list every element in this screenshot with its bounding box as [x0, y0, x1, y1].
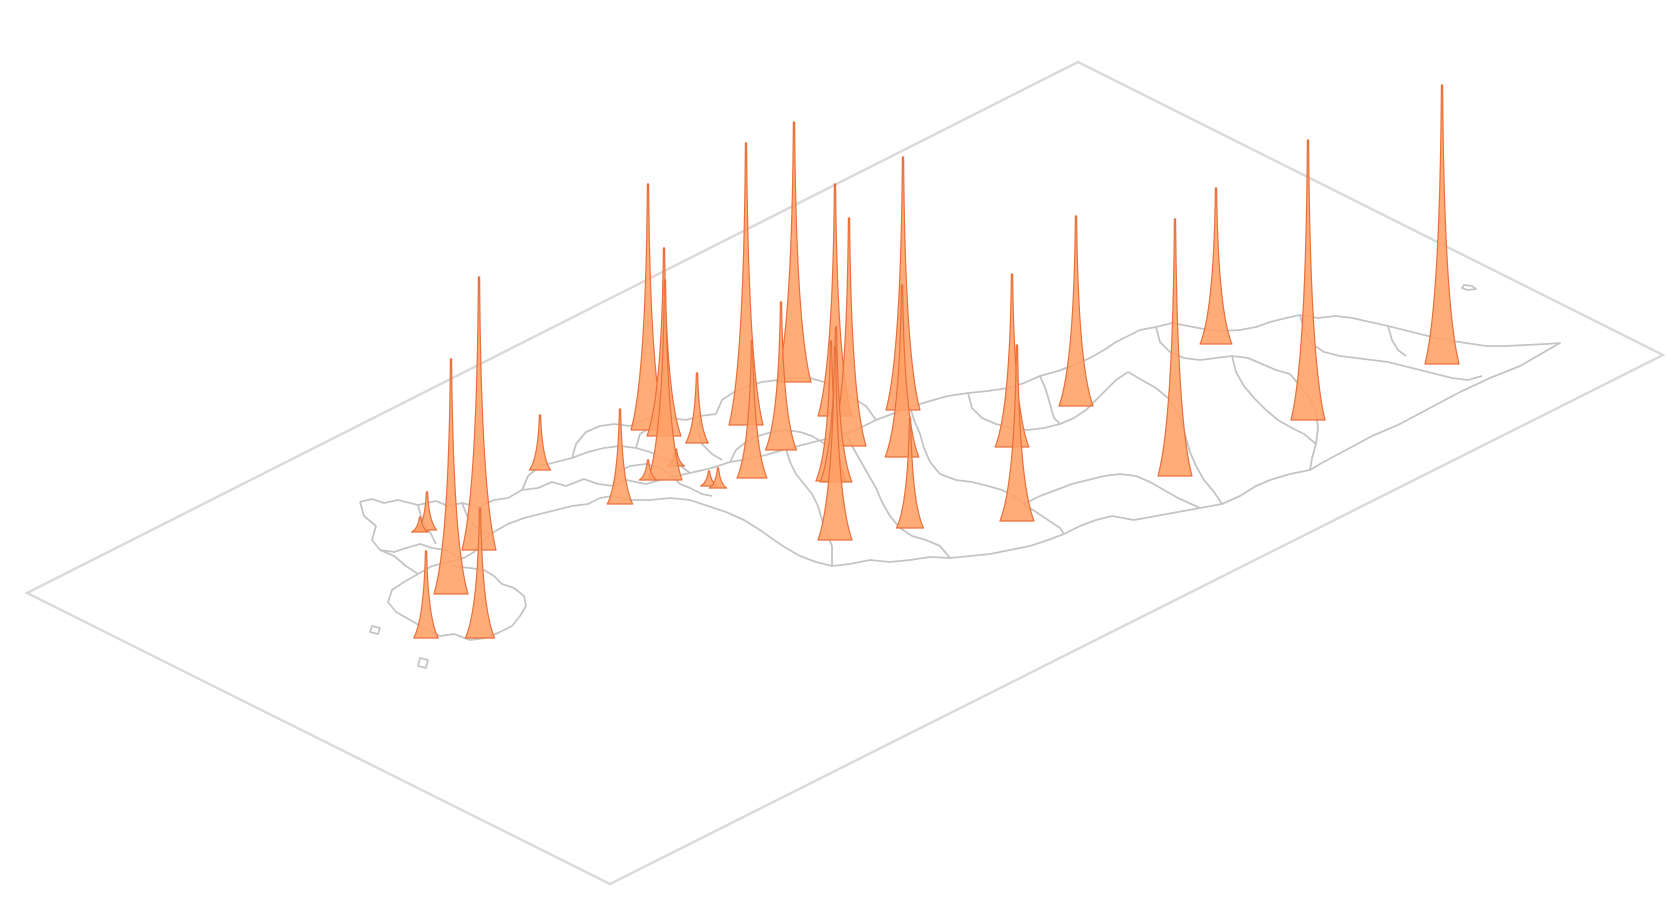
spike-s33: [1199, 187, 1233, 345]
region-central-7: [845, 432, 951, 559]
region-borders: [359, 284, 1561, 669]
spike-s03: [433, 358, 469, 595]
spike-s27: [895, 417, 925, 529]
island-3: [417, 657, 429, 669]
spike-s20: [764, 301, 798, 451]
region-east-9: [1387, 325, 1407, 357]
region-east-2: [967, 371, 1129, 431]
spike-s31: [999, 344, 1035, 522]
region-east-10: [1231, 355, 1317, 445]
spike-s23: [831, 217, 867, 447]
region-east-1: [909, 406, 1065, 535]
region-east-3: [1039, 375, 1061, 425]
country-outline: [359, 314, 1561, 641]
spike-s16: [638, 459, 658, 481]
spike-s06: [464, 507, 496, 639]
spike-s02: [410, 516, 430, 533]
spike-s04: [461, 276, 497, 551]
spike-s19: [776, 121, 812, 383]
spike-s26: [885, 156, 921, 411]
spike-s34: [1290, 139, 1326, 421]
spike-s18: [708, 467, 728, 489]
region-east-4: [1023, 473, 1201, 509]
island-2: [369, 625, 381, 635]
spike-s14: [728, 142, 764, 426]
spike-s05: [413, 550, 439, 639]
spike-layer: [410, 84, 1460, 639]
spike-s11: [647, 279, 683, 481]
region-west: [359, 501, 419, 575]
map-plane: [24, 60, 1666, 886]
spike-s32: [1157, 218, 1193, 477]
spike-s08: [606, 408, 634, 505]
spike-s07: [528, 414, 552, 471]
spike-s30: [1058, 215, 1094, 407]
spike-s28: [884, 284, 920, 458]
spike-s29: [994, 273, 1030, 448]
spike-s15: [736, 339, 768, 479]
region-east-6: [1155, 326, 1291, 375]
spike-s12: [685, 372, 709, 444]
spike-s35: [1424, 84, 1460, 365]
island-1: [1461, 284, 1477, 291]
spike-s22: [817, 346, 853, 541]
